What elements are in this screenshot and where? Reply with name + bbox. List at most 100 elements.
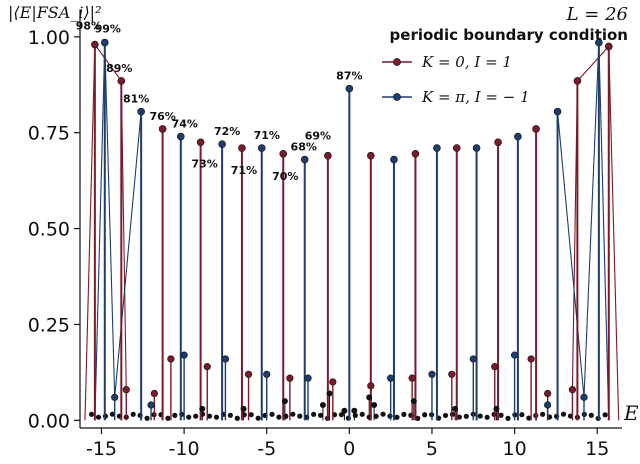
legend-entry-blue: K = π, I = − 1 xyxy=(382,88,530,106)
point-red xyxy=(452,144,461,152)
point-blue xyxy=(300,155,309,164)
legend-marker-red xyxy=(393,58,401,66)
percent-label: 74% xyxy=(172,118,198,131)
bulk-baseline-point xyxy=(290,411,296,417)
legend: K = 0, I = 1 K = π, I = − 1 xyxy=(382,53,530,106)
percent-label: 87% xyxy=(336,70,362,83)
point-red xyxy=(196,138,205,147)
percent-label: 70% xyxy=(272,170,298,183)
x-ticks: -15 -10 -5 0 5 10 15 xyxy=(86,428,609,460)
point-red xyxy=(324,151,332,160)
point-red xyxy=(91,40,99,49)
legend-marker-blue xyxy=(393,93,401,101)
bulk-point xyxy=(240,405,247,412)
secondary-point-red xyxy=(122,386,130,394)
secondary-point-blue xyxy=(387,374,395,382)
bulk-point xyxy=(351,407,358,414)
point-blue xyxy=(472,144,481,152)
x-tick-label: -5 xyxy=(257,438,276,460)
secondary-point-blue xyxy=(510,351,519,359)
bulk-baseline-point xyxy=(88,411,95,417)
percent-label: 89% xyxy=(106,62,132,75)
bulk-baseline-point xyxy=(317,412,324,418)
y-axis-label: |⟨E|FSA_i⟩|² xyxy=(8,3,101,22)
bulk-baseline-point xyxy=(338,412,345,418)
bulk-baseline-point xyxy=(415,415,421,421)
system-size-label: L = 26 xyxy=(566,4,628,25)
y-tick-label: 0.75 xyxy=(28,123,70,145)
percent-label: 76% xyxy=(149,110,175,123)
series-lines xyxy=(84,42,620,421)
bulk-baseline-point xyxy=(255,415,261,421)
secondary-point-blue xyxy=(428,370,436,378)
bulk-baseline-point xyxy=(165,415,171,421)
percent-label: 98% xyxy=(76,20,102,33)
percent-annotations: 98%99% 89% 81%76%74% 73% 72% 71% 71% 70% 68%69% 8… xyxy=(76,20,363,183)
bulk-baseline-point xyxy=(130,411,136,417)
series-line-red-left xyxy=(84,42,127,421)
point-red xyxy=(158,125,167,133)
secondary-point-red xyxy=(491,363,499,371)
bulk-baseline-point xyxy=(276,414,282,420)
secondary-point-red xyxy=(203,363,211,371)
bulk-baseline-point xyxy=(144,415,150,421)
bulk-baseline-point xyxy=(193,413,199,419)
bulk-point xyxy=(341,407,348,414)
y-ticks: 0.00 0.25 0.50 0.75 1.00 xyxy=(28,27,80,432)
secondary-point-blue xyxy=(180,351,188,359)
secondary-point-red xyxy=(244,370,253,378)
point-blue xyxy=(137,107,145,116)
secondary-point-blue xyxy=(147,401,155,409)
bulk-baseline-point xyxy=(172,412,178,418)
percent-label: 69% xyxy=(305,130,331,143)
secondary-point-blue xyxy=(469,355,477,363)
x-tick-label: -15 xyxy=(86,438,117,460)
bulk-baseline-point xyxy=(526,415,532,421)
bulk-point xyxy=(319,401,326,408)
point-blue xyxy=(433,144,441,152)
percent-label: 71% xyxy=(231,164,257,177)
points xyxy=(91,38,613,414)
bulk-baseline-point xyxy=(269,411,275,417)
secondary-point-red xyxy=(286,374,294,382)
bulk-baseline-point xyxy=(442,412,449,419)
secondary-point-red xyxy=(367,382,375,390)
bulk-baseline-point xyxy=(498,412,504,418)
percent-label: 81% xyxy=(123,93,149,106)
percent-label: 68% xyxy=(291,141,317,154)
bulk-baseline-point xyxy=(540,411,546,417)
bulk-baseline-point xyxy=(477,413,483,419)
secondary-point-red xyxy=(568,386,577,394)
percent-label: 71% xyxy=(254,129,280,142)
secondary-point-red xyxy=(167,355,175,363)
bulk-baseline-point xyxy=(519,412,525,418)
secondary-point-blue xyxy=(304,374,312,382)
point-blue xyxy=(100,38,109,47)
bulk-states xyxy=(88,411,608,422)
point-blue xyxy=(176,132,185,141)
secondary-point-blue xyxy=(221,355,230,363)
secondary-point-red xyxy=(329,378,337,386)
secondary-point-blue xyxy=(111,393,119,401)
bulk-baseline-point xyxy=(186,414,192,420)
percent-label: 72% xyxy=(214,125,240,138)
bulk-baseline-point xyxy=(359,411,365,417)
bulk-baseline-point xyxy=(311,411,317,417)
series-line-red-right xyxy=(571,45,620,421)
series-line-blue-right xyxy=(557,42,610,421)
x-tick-label: -10 xyxy=(169,438,200,460)
point-red xyxy=(494,138,502,147)
legend-label-red: K = 0, I = 1 xyxy=(421,53,512,71)
secondary-point-red xyxy=(150,389,158,398)
bulk-baseline-point xyxy=(297,413,303,419)
bulk-baseline-point xyxy=(227,412,233,418)
legend-label-blue: K = π, I = − 1 xyxy=(421,88,530,106)
point-blue xyxy=(553,107,562,116)
point-blue xyxy=(514,132,522,141)
bulk-point xyxy=(199,405,206,412)
bulk-baseline-point xyxy=(206,413,213,419)
y-tick-label: 0.00 xyxy=(28,410,70,432)
point-blue xyxy=(595,38,603,47)
point-red xyxy=(279,150,288,158)
bulk-point xyxy=(366,394,373,401)
